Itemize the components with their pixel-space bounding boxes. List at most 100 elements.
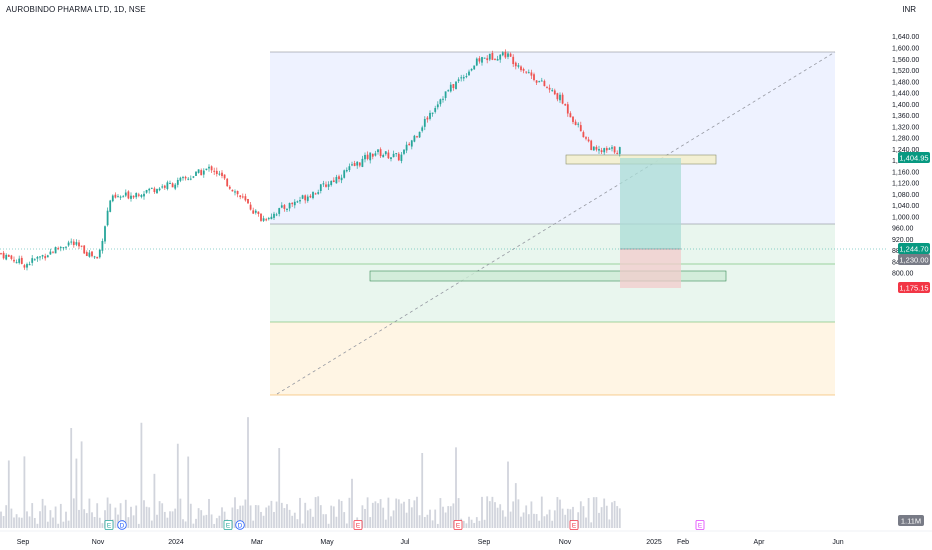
- volume-bar: [13, 517, 15, 528]
- symbol-title[interactable]: AUROBINDO PHARMA LTD, 1D, NSE: [6, 5, 146, 14]
- candle-body: [296, 201, 299, 203]
- volume-bar: [543, 516, 546, 528]
- volume-bar: [426, 514, 429, 528]
- candle-body: [111, 195, 114, 202]
- volume-bar: [371, 502, 374, 528]
- candle-body: [483, 57, 486, 59]
- volume-bar: [231, 507, 234, 528]
- fib-zone-upper[interactable]: [270, 52, 835, 224]
- candle-body: [23, 265, 26, 268]
- candle-body: [553, 90, 556, 95]
- candle-body: [434, 108, 437, 112]
- volume-bar: [525, 505, 528, 528]
- volume-bar: [20, 517, 23, 528]
- price-label-entry-text: 1,244.70: [899, 245, 928, 254]
- candle-body: [587, 139, 590, 142]
- candle-body: [54, 247, 57, 254]
- candle-body: [13, 259, 15, 262]
- volume-bar: [314, 497, 317, 528]
- candle-body: [603, 148, 606, 153]
- volume-bar: [470, 519, 473, 528]
- candle-body: [366, 154, 369, 159]
- volume-bar: [572, 506, 574, 528]
- candle-body: [351, 164, 353, 166]
- volume-bar: [241, 505, 244, 528]
- volume-bar: [400, 503, 403, 528]
- volume-bar: [514, 483, 517, 528]
- volume-bar: [384, 519, 387, 528]
- volume-bar: [533, 513, 535, 528]
- trend-line[interactable]: [276, 51, 836, 395]
- candle-body: [457, 79, 460, 82]
- candle-body: [364, 154, 366, 160]
- volume-bar: [145, 506, 148, 528]
- price-scale[interactable]: [888, 0, 932, 550]
- volume-bar: [327, 523, 330, 528]
- event-marker[interactable]: E: [453, 520, 463, 530]
- volume-bar: [598, 512, 600, 528]
- candle-body: [429, 112, 431, 119]
- event-marker[interactable]: E: [353, 520, 363, 530]
- candle-body: [538, 81, 541, 83]
- candle-body: [70, 241, 73, 243]
- demand-zone[interactable]: [369, 270, 727, 282]
- candle-body: [127, 191, 130, 199]
- candle-body: [439, 99, 442, 105]
- candle-body: [234, 191, 236, 193]
- price-tick-label: 1,480.00: [892, 79, 919, 86]
- volume-bar: [403, 501, 405, 528]
- price-label-target-text: 1,404.95: [899, 154, 928, 163]
- event-marker[interactable]: E: [695, 520, 705, 530]
- candle-body: [504, 51, 507, 58]
- candle-body: [262, 218, 265, 221]
- candle-body: [0, 253, 2, 255]
- candle-body: [512, 56, 515, 65]
- event-marker[interactable]: D: [235, 520, 245, 530]
- position-target-zone[interactable]: [620, 158, 681, 249]
- candle-body: [301, 195, 304, 199]
- volume-bar: [293, 512, 296, 528]
- candle-body: [265, 219, 268, 221]
- price-label-stop-text: 1,175.15: [899, 284, 928, 293]
- position-stop-zone[interactable]: [620, 249, 681, 288]
- candle-body: [273, 213, 275, 218]
- candle-body: [335, 176, 338, 184]
- volume-label-text: 1.11M: [901, 517, 921, 526]
- candle-body: [462, 77, 465, 79]
- volume-bar: [392, 510, 395, 528]
- fib-level-lines[interactable]: [270, 51, 835, 396]
- candle-body: [392, 153, 395, 158]
- volume-bar: [462, 520, 465, 528]
- event-marker[interactable]: E: [104, 520, 114, 530]
- candle-body: [369, 152, 372, 161]
- currency-label[interactable]: INR: [902, 5, 916, 14]
- event-marker[interactable]: D: [117, 520, 127, 530]
- candle-body: [215, 170, 218, 175]
- candle-body: [387, 152, 390, 159]
- svg-text:E: E: [107, 523, 112, 530]
- price-tick-label: 1,040.00: [892, 203, 919, 210]
- candle-body: [46, 255, 49, 258]
- fib-zone-lower[interactable]: [270, 322, 835, 395]
- volume-bar: [444, 512, 447, 528]
- volume-bar: [325, 514, 327, 528]
- volume-bar: [267, 505, 270, 528]
- candle-body: [590, 140, 593, 150]
- volume-bar: [249, 505, 252, 528]
- candle-body: [44, 256, 47, 259]
- candlesticks[interactable]: [0, 49, 621, 271]
- event-marker[interactable]: E: [569, 520, 579, 530]
- volume-bar: [408, 498, 411, 528]
- candle-body: [410, 140, 413, 147]
- candle-body: [10, 255, 13, 259]
- volume-bar: [421, 452, 424, 528]
- event-marker[interactable]: E: [223, 520, 233, 530]
- volume-bar: [340, 500, 343, 528]
- volume-bar: [104, 510, 106, 528]
- time-axis-ticks[interactable]: Sep Nov 2024 Mar May Jul Sep Nov 2025 Feb Apr Jun: [17, 539, 844, 546]
- time-tick-label: 2024: [168, 539, 184, 546]
- candle-body: [491, 53, 494, 60]
- candle-body: [5, 254, 8, 260]
